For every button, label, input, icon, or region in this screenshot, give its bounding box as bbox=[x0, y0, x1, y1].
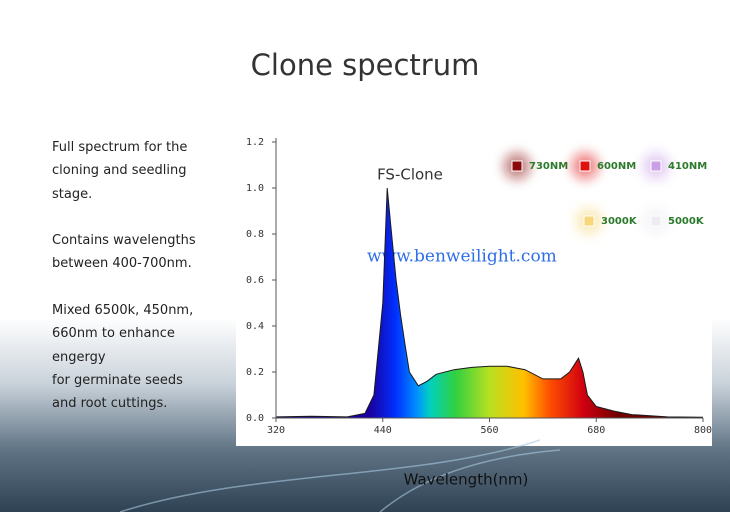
x-tick-label: 680 bbox=[587, 425, 605, 436]
legend-label: 600NM bbox=[597, 161, 636, 172]
x-tick-label: 560 bbox=[480, 425, 498, 436]
legend-item: 3000K bbox=[576, 208, 638, 234]
text-line: and root cuttings. bbox=[52, 396, 168, 412]
description: Full spectrum for the cloning and seedlin… bbox=[52, 136, 196, 439]
legend-label: 410NM bbox=[668, 161, 707, 172]
legend-swatch bbox=[650, 160, 662, 172]
legend-item: 730NM bbox=[504, 153, 568, 179]
y-tick-label: 1.2 bbox=[246, 137, 264, 148]
legend-swatch bbox=[511, 160, 523, 172]
title: Clone spectrum bbox=[250, 48, 480, 82]
y-tick-label: 0.8 bbox=[246, 229, 264, 240]
legend-label: 3000K bbox=[601, 216, 638, 227]
x-tick-label: 440 bbox=[374, 425, 392, 436]
watermark: www.benweilight.com bbox=[367, 247, 557, 267]
text-line: between 400-700nm. bbox=[52, 256, 192, 272]
text-line: engergy bbox=[52, 349, 106, 365]
text-line: cloning and seedling bbox=[52, 163, 187, 179]
spectrum-area bbox=[276, 188, 703, 418]
paragraph: Mixed 6500k, 450nm, 660nm to enhance enger… bbox=[52, 299, 196, 415]
y-tick-label: 0.6 bbox=[246, 275, 264, 286]
x-tick-label: 800 bbox=[694, 425, 712, 436]
legend-item: 600NM bbox=[572, 153, 636, 179]
decor-wave bbox=[119, 439, 561, 512]
y-tick-label: 0.2 bbox=[246, 367, 264, 378]
legend-item: 5000K bbox=[643, 208, 705, 234]
text-line: for germinate seeds bbox=[52, 372, 183, 388]
y-tick-label: 0.0 bbox=[246, 413, 264, 424]
legend-item: 410NM bbox=[643, 153, 707, 179]
legend-label: 730NM bbox=[529, 161, 568, 172]
x-axis-label: Wavelength(nm) bbox=[404, 471, 529, 489]
legend-swatch bbox=[579, 160, 591, 172]
y-tick-label: 1.0 bbox=[246, 183, 264, 194]
series-label: FS-Clone bbox=[377, 166, 443, 184]
spectrum-line bbox=[275, 187, 704, 418]
x-tick-label: 320 bbox=[267, 425, 285, 436]
text-line: Full spectrum for the bbox=[52, 140, 188, 155]
text-line: stage. bbox=[52, 186, 93, 202]
legend-swatch bbox=[583, 215, 595, 227]
text-line: Mixed 6500k, 450nm, bbox=[52, 303, 194, 319]
legend-label: 5000K bbox=[668, 216, 705, 227]
text-line: 660nm to enhance bbox=[52, 326, 175, 342]
paragraph: Full spectrum for the cloning and seedlin… bbox=[52, 136, 196, 206]
paragraph: Contains wavelengths between 400-700nm. bbox=[52, 229, 196, 276]
legend-swatch bbox=[650, 215, 662, 227]
text-line: Contains wavelengths bbox=[52, 233, 196, 249]
y-tick-label: 0.4 bbox=[246, 321, 264, 332]
